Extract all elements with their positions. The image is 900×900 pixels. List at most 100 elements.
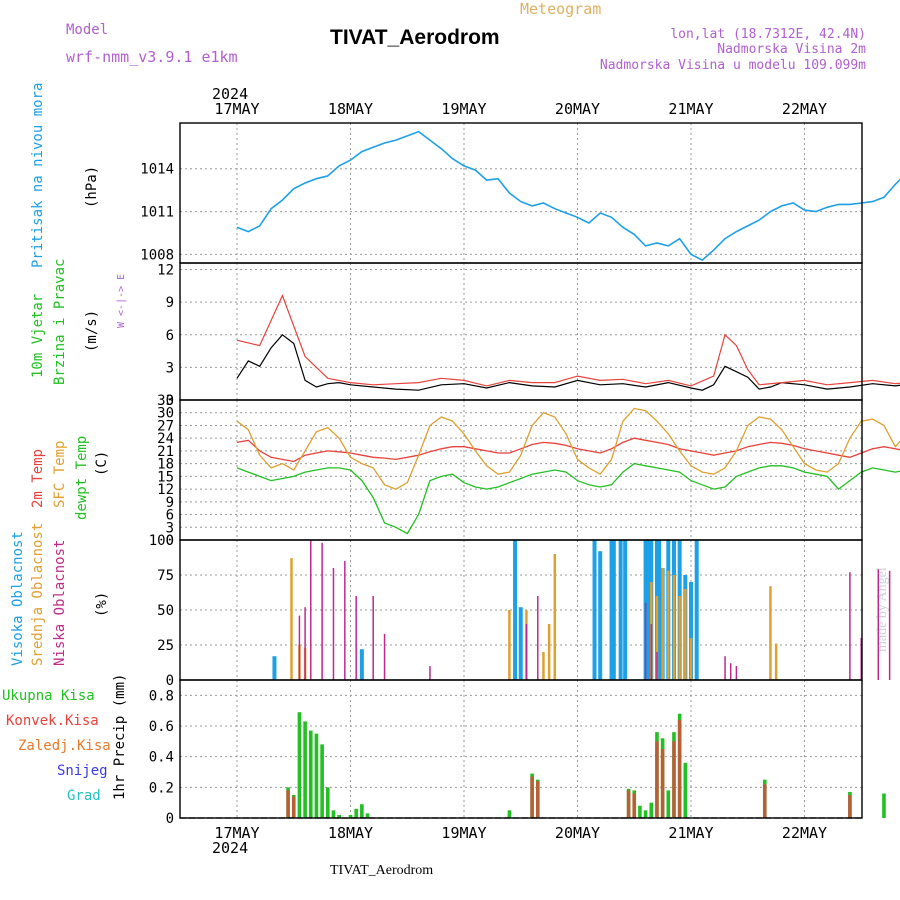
high-cloud-bar <box>513 540 518 680</box>
low-cloud-bar <box>321 542 323 680</box>
low-cloud-bar <box>860 638 862 680</box>
station-title: TIVAT_Aerodrom <box>330 26 500 49</box>
wind-speed-line <box>236 333 900 391</box>
total-precip-bar <box>365 813 370 818</box>
y-tick-label: 0.6 <box>149 719 174 735</box>
mid-cloud-bar <box>769 586 772 680</box>
mid-cloud-bar <box>678 596 681 680</box>
watermark: made by Angel <box>875 567 890 652</box>
footer-station: TIVAT_Aerodrom <box>330 863 433 878</box>
pressure-series-line <box>236 130 900 262</box>
wind-unit: (m/s) <box>84 310 100 352</box>
panel-frame <box>179 399 863 541</box>
mid-cloud-bar <box>684 589 687 680</box>
total-precip-bar <box>683 762 688 818</box>
low-cloud-bar <box>344 561 346 680</box>
high-cloud-bar <box>609 540 614 680</box>
x-tick-label-bottom: 20MAY <box>555 824 600 842</box>
x-tick-label-top: 22MAY <box>782 100 827 118</box>
y-tick-label: 1008 <box>140 247 174 263</box>
y-tick-label: 0 <box>166 673 174 689</box>
y-tick-label: 0 <box>166 811 174 827</box>
total-precip-bar <box>666 790 671 818</box>
low-cloud-bar <box>298 615 301 680</box>
low-cloud-bar <box>644 603 647 680</box>
plot-layer: 1008101110140369120369121518212427303302… <box>140 100 900 842</box>
sfc-temp-line <box>236 407 900 490</box>
mid-cloud-bar <box>547 624 551 680</box>
cloud-side-labels: Visoka Oblacnost Srednja Oblacnost Niska… <box>10 523 110 666</box>
x-tick-label-bottom: 17MAY <box>214 824 259 842</box>
precip-label-conv: Konvek.Kisa <box>6 713 99 729</box>
low-cloud-bar <box>656 652 658 680</box>
total-precip-bar <box>308 730 313 818</box>
total-precip-bar <box>360 804 364 818</box>
mid-cloud-bar <box>655 596 659 680</box>
t2m-line <box>236 437 900 463</box>
mid-cloud-bar <box>689 638 693 680</box>
low-cloud-bar <box>304 607 306 680</box>
y-tick-label: 1011 <box>140 205 174 221</box>
conv-precip-bar <box>286 790 290 818</box>
low-cloud-bar <box>888 570 891 680</box>
precip-label-grad: Grad <box>67 788 101 804</box>
y-tick-label: 0.2 <box>149 780 174 796</box>
total-precip-bar <box>354 808 358 818</box>
wind-ylabel: 10m Vjetar <box>30 294 46 378</box>
cloud-ylabel: Visoka Oblacnost <box>10 531 26 666</box>
y-tick-label: 27 <box>157 418 174 434</box>
low-cloud-bar <box>332 568 335 680</box>
total-precip-bar <box>326 787 330 818</box>
wind-ylabel2: Brzina i Pravac <box>52 259 68 385</box>
total-precip-bar <box>297 712 302 818</box>
y-tick-label: 24 <box>157 431 174 447</box>
high-cloud-bar <box>272 656 277 680</box>
y-tick-label: 50 <box>157 603 174 619</box>
y-tick-label: 21 <box>157 444 174 460</box>
y-tick-label: 18 <box>157 457 174 473</box>
low-cloud-bar <box>537 596 539 680</box>
low-cloud-bar <box>877 569 880 680</box>
precip-label-total: Ukupna Kisa <box>2 688 95 704</box>
mid-cloud-bar <box>508 610 511 680</box>
low-cloud-bar <box>429 666 431 680</box>
low-cloud-bar <box>729 663 732 680</box>
coords-label: lon,lat (18.7312E, 42.4N) <box>670 27 866 42</box>
dewpt-line <box>236 462 900 535</box>
mid-cloud-bar <box>661 568 664 680</box>
precip-label-snow: Snijeg <box>57 763 108 779</box>
low-cloud-bar <box>525 624 528 680</box>
precip-label-frz: Zaledj.Kisa <box>18 738 111 754</box>
x-tick-label-top: 18MAY <box>328 100 373 118</box>
cloud-ylabel2: Srednja Oblacnost <box>30 523 46 666</box>
altitude-model: Nadmorska Visina u modelu 109.099m <box>600 58 866 73</box>
panel-frame <box>179 262 863 401</box>
precip-unit: 1hr Precip (mm) <box>112 674 128 800</box>
y-tick-label: 33 <box>157 393 174 409</box>
temp-ylabel3: dewpt Temp <box>74 436 90 520</box>
high-cloud-bar <box>689 582 693 680</box>
y-tick-label: 75 <box>157 568 174 584</box>
mid-cloud-bar <box>667 570 670 680</box>
total-precip-bar <box>337 814 341 818</box>
low-cloud-bar <box>735 666 738 680</box>
high-cloud-bar <box>592 540 597 680</box>
x-tick-label-top: 17MAY <box>214 100 259 118</box>
low-cloud-bar <box>355 596 357 680</box>
y-tick-label: 12 <box>157 482 174 498</box>
total-precip-bar <box>882 793 886 818</box>
low-cloud-bar <box>383 633 386 680</box>
mid-cloud-bar <box>774 643 778 680</box>
x-tick-label-top: 21MAY <box>668 100 713 118</box>
y-tick-label: 30 <box>157 406 174 422</box>
model-value: wrf-nmm_v3.9.1 e1km <box>66 48 238 66</box>
mid-cloud-bar <box>553 554 557 680</box>
temp-side-labels: 2m Temp SFC Temp dewpt Temp (C) <box>30 436 110 520</box>
high-cloud-bar <box>618 540 623 680</box>
y-tick-label: 0 <box>166 533 174 549</box>
total-precip-bar <box>507 810 512 818</box>
temp-ylabel2: SFC Temp <box>52 441 68 508</box>
total-precip-bar <box>320 744 324 818</box>
y-tick-label: 0.4 <box>149 750 174 766</box>
